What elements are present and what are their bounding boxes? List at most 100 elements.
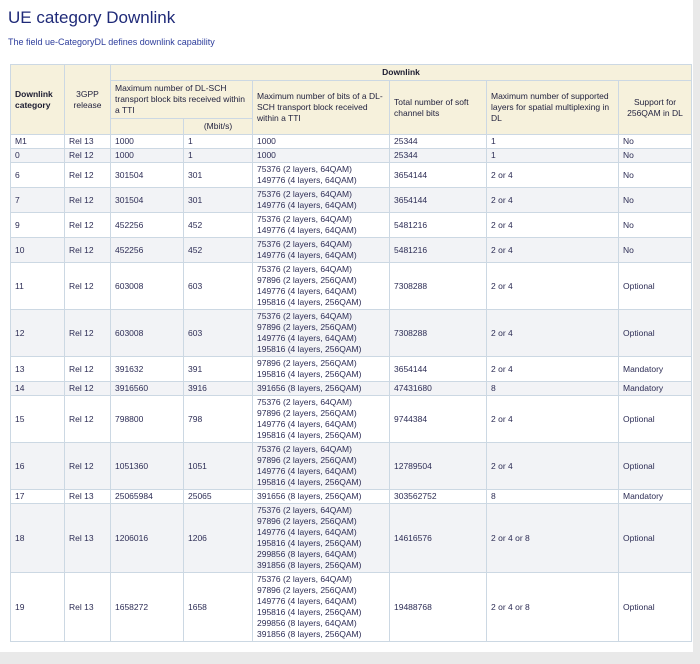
cell-qam256-support: No (618, 187, 692, 213)
cell-tb-bits-detail: 1000 (252, 134, 390, 149)
header-256qam-support: Support for 256QAM in DL (618, 80, 692, 135)
cell-soft-channel-bits: 25344 (389, 148, 487, 163)
header-row-main: Maximum number of DL-SCH transport block… (11, 80, 692, 135)
table-row: 19 Rel 13 1658272 1658 75376 (2 layers, 64QA… (10, 572, 692, 642)
table-row: 9 Rel 12 452256 452 75376 (2 layers, 64QAM) 1… (10, 212, 692, 238)
cell-soft-channel-bits: 3654144 (389, 162, 487, 188)
cell-max-tb-mbits: 301 (183, 187, 253, 213)
cell-downlink-category: 9 (10, 212, 65, 238)
cell-max-tb-mbits: 25065 (183, 489, 253, 504)
header-downlink-category: Downlink category (10, 64, 65, 135)
cell-downlink-category: 12 (10, 309, 65, 357)
cell-3gpp-release: Rel 12 (64, 395, 111, 443)
cell-downlink-category: 19 (10, 572, 65, 642)
cell-max-tb-mbits: 1 (183, 148, 253, 163)
cell-max-tb-mbits: 391 (183, 356, 253, 382)
table-row: 14 Rel 12 3916560 3916 391656 (8 layers, 256… (10, 381, 692, 396)
cell-max-tb-bits: 1206016 (110, 503, 184, 573)
table-row: 6 Rel 12 301504 301 75376 (2 layers, 64QAM) 1… (10, 162, 692, 188)
cell-tb-bits-detail: 75376 (2 layers, 64QAM) 149776 (4 layers,… (252, 237, 390, 263)
cell-max-layers: 2 or 4 or 8 (486, 572, 619, 642)
table-row: M1 Rel 13 1000 1 1000 25344 1 No (10, 134, 692, 149)
cell-tb-bits-detail: 97896 (2 layers, 256QAM) 195816 (4 layers… (252, 356, 390, 382)
table-row: 15 Rel 12 798800 798 75376 (2 layers, 64QAM)… (10, 395, 692, 443)
header-max-bits-per-tb: Maximum number of bits of a DL-SCH trans… (252, 80, 390, 135)
cell-soft-channel-bits: 14616576 (389, 503, 487, 573)
cell-max-layers: 8 (486, 381, 619, 396)
cell-qam256-support: Mandatory (618, 489, 692, 504)
cell-qam256-support: No (618, 162, 692, 188)
cell-soft-channel-bits: 19488768 (389, 572, 487, 642)
cell-qam256-support: No (618, 134, 692, 149)
cell-max-layers: 8 (486, 489, 619, 504)
header-mbits-unit: (Mbit/s) (183, 118, 253, 135)
cell-max-tb-bits: 1000 (110, 134, 184, 149)
header-group-downlink: Downlink (110, 64, 692, 81)
cell-downlink-category: 16 (10, 442, 65, 490)
cell-3gpp-release: Rel 12 (64, 237, 111, 263)
cell-tb-bits-detail: 75376 (2 layers, 64QAM) 149776 (4 layers,… (252, 162, 390, 188)
cell-3gpp-release: Rel 12 (64, 356, 111, 382)
cell-tb-bits-detail: 391656 (8 layers, 256QAM) (252, 381, 390, 396)
cell-max-tb-bits: 603008 (110, 309, 184, 357)
cell-max-layers: 1 (486, 148, 619, 163)
cell-soft-channel-bits: 7308288 (389, 262, 487, 310)
cell-downlink-category: 10 (10, 237, 65, 263)
cell-max-tb-bits: 798800 (110, 395, 184, 443)
table-body: M1 Rel 13 1000 1 1000 25344 1 No 0 Rel 12 1000 1 100… (10, 134, 692, 642)
cell-max-tb-bits: 391632 (110, 356, 184, 382)
cell-max-tb-mbits: 1658 (183, 572, 253, 642)
cell-qam256-support: Mandatory (618, 381, 692, 396)
cell-3gpp-release: Rel 13 (64, 489, 111, 504)
cell-downlink-category: 11 (10, 262, 65, 310)
cell-soft-channel-bits: 12789504 (389, 442, 487, 490)
table-row: 18 Rel 13 1206016 1206 75376 (2 layers, 64QA… (10, 503, 692, 573)
cell-max-tb-mbits: 3916 (183, 381, 253, 396)
cell-tb-bits-detail: 75376 (2 layers, 64QAM) 97896 (2 layers, … (252, 262, 390, 310)
cell-3gpp-release: Rel 12 (64, 262, 111, 310)
cell-3gpp-release: Rel 12 (64, 212, 111, 238)
cell-soft-channel-bits: 9744384 (389, 395, 487, 443)
cell-downlink-category: 7 (10, 187, 65, 213)
table-row: 0 Rel 12 1000 1 1000 25344 1 No (10, 148, 692, 163)
header-row-group: Downlink category 3GPP release Downlink (10, 64, 692, 135)
cell-qam256-support: Optional (618, 262, 692, 310)
cell-max-tb-mbits: 1 (183, 134, 253, 149)
cell-3gpp-release: Rel 12 (64, 148, 111, 163)
cell-soft-channel-bits: 303562752 (389, 489, 487, 504)
cell-soft-channel-bits: 5481216 (389, 237, 487, 263)
header-max-layers: Maximum number of supported layers for s… (486, 80, 619, 135)
ue-category-downlink-table: Downlink category 3GPP release Downlink … (10, 64, 692, 642)
cell-qam256-support: No (618, 237, 692, 263)
header-max-tb-bits: Maximum number of DL-SCH transport block… (110, 80, 253, 119)
cell-downlink-category: 15 (10, 395, 65, 443)
cell-max-tb-bits: 1000 (110, 148, 184, 163)
cell-max-tb-mbits: 301 (183, 162, 253, 188)
cell-downlink-category: 13 (10, 356, 65, 382)
cell-3gpp-release: Rel 12 (64, 162, 111, 188)
cell-downlink-category: 18 (10, 503, 65, 573)
cell-qam256-support: No (618, 148, 692, 163)
cell-max-tb-mbits: 452 (183, 212, 253, 238)
cell-tb-bits-detail: 391656 (8 layers, 256QAM) (252, 489, 390, 504)
cell-downlink-category: 6 (10, 162, 65, 188)
header-soft-channel-bits: Total number of soft channel bits (389, 80, 487, 135)
cell-max-tb-bits: 301504 (110, 162, 184, 188)
page-content: UE category Downlink The field ue-Catego… (0, 0, 693, 652)
cell-max-tb-mbits: 1206 (183, 503, 253, 573)
cell-downlink-category: 17 (10, 489, 65, 504)
page-subtitle: The field ue-CategoryDL defines downlink… (8, 37, 215, 47)
cell-downlink-category: 14 (10, 381, 65, 396)
cell-qam256-support: Optional (618, 395, 692, 443)
cell-max-layers: 2 or 4 or 8 (486, 503, 619, 573)
cell-downlink-category: M1 (10, 134, 65, 149)
cell-3gpp-release: Rel 13 (64, 134, 111, 149)
cell-qam256-support: Mandatory (618, 356, 692, 382)
cell-soft-channel-bits: 3654144 (389, 187, 487, 213)
cell-qam256-support: No (618, 212, 692, 238)
cell-soft-channel-bits: 7308288 (389, 309, 487, 357)
cell-3gpp-release: Rel 13 (64, 503, 111, 573)
cell-soft-channel-bits: 5481216 (389, 212, 487, 238)
cell-tb-bits-detail: 75376 (2 layers, 64QAM) 97896 (2 layers, … (252, 442, 390, 490)
table-row: 10 Rel 12 452256 452 75376 (2 layers, 64QAM)… (10, 237, 692, 263)
